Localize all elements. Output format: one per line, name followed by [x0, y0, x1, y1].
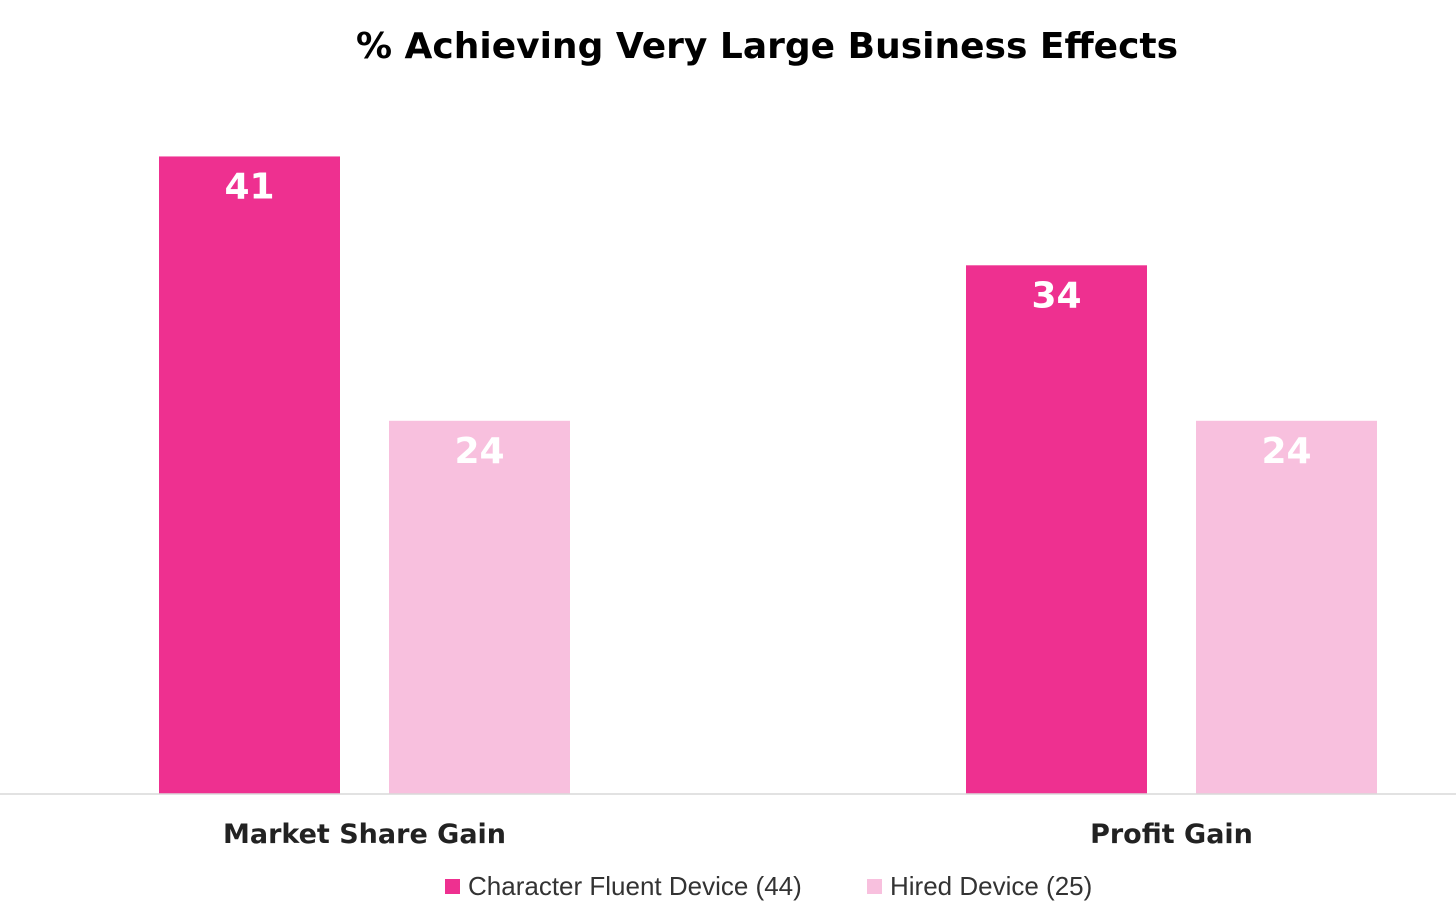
legend: Character Fluent Device (44) Hired Device… — [445, 871, 1092, 901]
data-label-0-1: 24 — [454, 431, 504, 472]
category-label-1: Profit Gain — [1090, 819, 1253, 850]
data-label-0-0: 41 — [224, 166, 274, 207]
legend-swatch-0 — [445, 879, 460, 894]
chart-title: % Achieving Very Large Business Effects — [356, 26, 1178, 67]
category-labels: Market Share Gain Profit Gain — [223, 819, 1253, 850]
bars-layer: 41 24 34 24 — [159, 156, 1377, 794]
bar-1-0 — [966, 265, 1147, 794]
bar-0-1 — [389, 420, 570, 794]
legend-swatch-1 — [867, 879, 882, 894]
legend-label-1: Hired Device (25) — [890, 871, 1092, 901]
bar-0-0 — [159, 156, 340, 794]
bar-1-1 — [1196, 420, 1377, 794]
data-label-1-1: 24 — [1261, 431, 1311, 472]
legend-label-0: Character Fluent Device (44) — [468, 871, 802, 901]
category-label-0: Market Share Gain — [223, 819, 506, 850]
data-label-1-0: 34 — [1031, 275, 1081, 316]
